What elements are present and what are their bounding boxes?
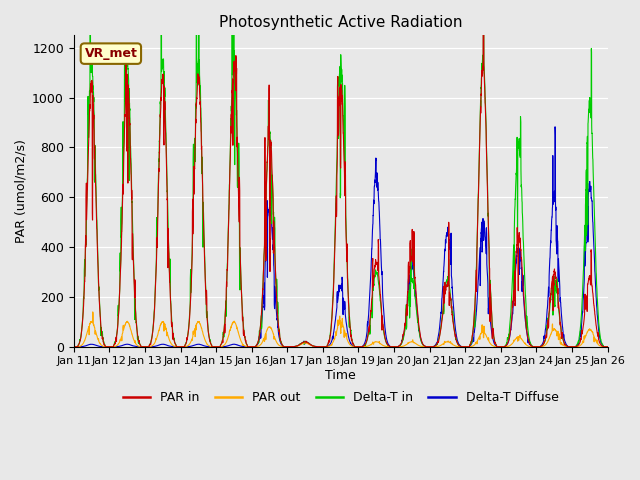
Delta-T Diffuse [551, 124, 559, 130]
Line: Delta-T in: Delta-T in [74, 0, 607, 347]
Delta-T Diffuse [553, 223, 561, 228]
Text: VR_met: VR_met [84, 47, 138, 60]
PAR out [393, 344, 401, 349]
PAR out [70, 344, 77, 349]
PAR in [553, 283, 561, 289]
Y-axis label: PAR (umol/m2/s): PAR (umol/m2/s) [15, 139, 28, 243]
PAR in [393, 344, 401, 349]
Delta-T in [393, 344, 401, 349]
PAR out [604, 344, 611, 349]
Legend: PAR in, PAR out, Delta-T in, Delta-T Diffuse: PAR in, PAR out, Delta-T in, Delta-T Dif… [118, 386, 563, 409]
Delta-T in [219, 336, 227, 341]
Line: PAR in: PAR in [74, 0, 607, 347]
Delta-T in [553, 289, 561, 295]
Delta-T Diffuse [219, 344, 227, 349]
PAR in [184, 331, 192, 336]
Delta-T Diffuse [402, 315, 410, 321]
Delta-T in [402, 307, 410, 312]
Delta-T Diffuse [393, 344, 401, 349]
Delta-T in [604, 344, 611, 349]
PAR out [553, 333, 561, 338]
PAR out [89, 309, 97, 315]
Delta-T in [604, 344, 611, 349]
Line: PAR out: PAR out [74, 312, 607, 347]
PAR in [604, 344, 611, 349]
PAR out [604, 344, 611, 349]
Delta-T Diffuse [70, 344, 77, 349]
PAR out [184, 343, 192, 348]
Delta-T in [184, 330, 192, 336]
Delta-T Diffuse [184, 344, 192, 349]
PAR out [219, 343, 227, 349]
PAR in [402, 312, 410, 318]
Delta-T in [70, 344, 77, 349]
Line: Delta-T Diffuse: Delta-T Diffuse [74, 127, 607, 347]
Delta-T Diffuse [604, 344, 611, 349]
PAR in [219, 339, 227, 345]
PAR in [70, 344, 77, 349]
PAR in [604, 344, 611, 349]
PAR out [402, 342, 410, 348]
Title: Photosynthetic Active Radiation: Photosynthetic Active Radiation [219, 15, 463, 30]
X-axis label: Time: Time [325, 369, 356, 382]
Delta-T Diffuse [604, 344, 611, 349]
